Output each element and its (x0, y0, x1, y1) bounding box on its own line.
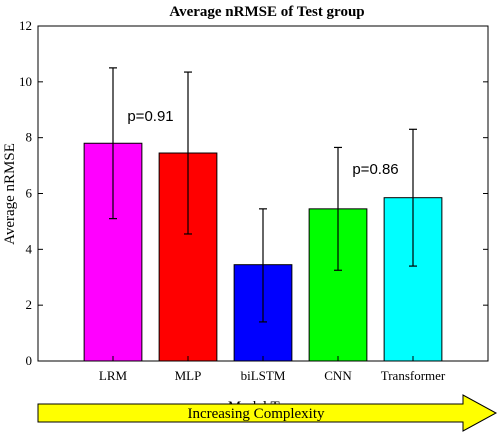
x-tick-label: MLP (175, 368, 202, 383)
y-tick-label: 12 (19, 18, 32, 33)
y-tick-label: 8 (26, 130, 33, 145)
y-tick-label: 0 (26, 353, 33, 368)
y-tick-label: 4 (26, 241, 33, 256)
x-tick-label: CNN (324, 368, 352, 383)
complexity-arrow-label: Increasing Complexity (187, 406, 325, 422)
x-tick-label: LRM (99, 368, 128, 383)
y-tick-label: 2 (26, 297, 33, 312)
complexity-arrow (37, 394, 498, 432)
chart-title: Average nRMSE of Test group (169, 4, 364, 20)
x-tick-label: biLSTM (241, 368, 286, 383)
plot-area: 0 2 4 6 8 10 12 LRM MLP biLSTM CNN Transformer p=0.9… (19, 18, 489, 383)
p-value-annotation: p=0.86 (352, 161, 398, 178)
p-value-annotation: p=0.91 (127, 108, 173, 125)
y-axis-label: Average nRMSE (2, 143, 18, 245)
x-tick-label: Transformer (381, 368, 446, 383)
y-tick-label: 10 (19, 74, 32, 89)
y-tick-label: 6 (26, 186, 33, 201)
